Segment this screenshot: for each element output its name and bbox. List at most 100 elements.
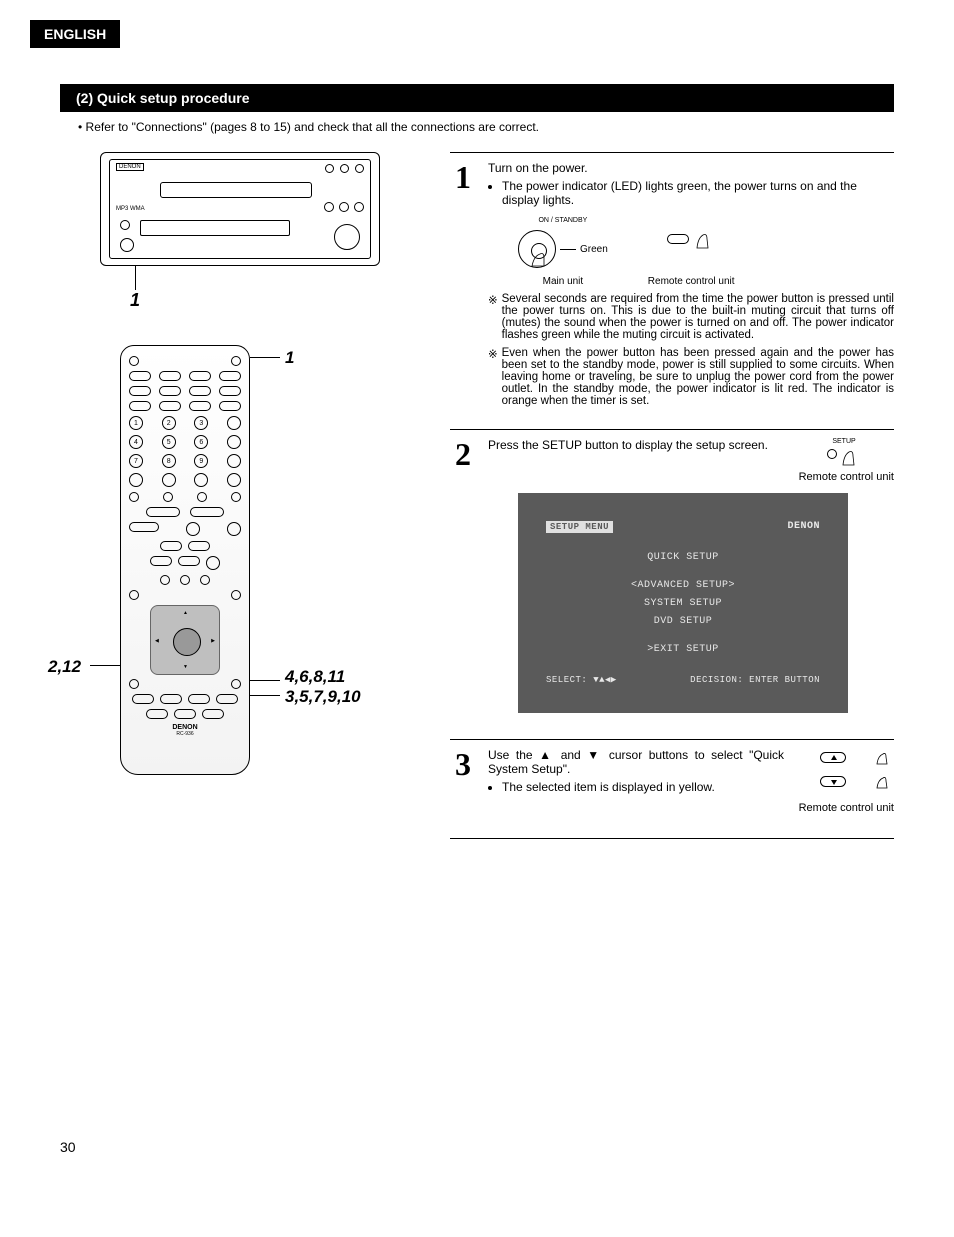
- cursor-down-icon: [820, 776, 846, 787]
- screen-footer-left: SELECT: ▼▲◀▶: [546, 675, 617, 685]
- step-number: 2: [450, 438, 476, 723]
- remote-led-icon: [129, 356, 139, 366]
- setup-screen: SETUP MENU DENON QUICK SETUP <ADVANCED S…: [518, 493, 848, 713]
- remote-play-icon: [129, 522, 159, 532]
- step-number: 3: [450, 748, 476, 822]
- remote-button-icon: [216, 694, 238, 704]
- remote-button-icon: [129, 473, 143, 487]
- screen-menu-item: SYSTEM SETUP: [546, 595, 820, 613]
- remote-minus-icon: [206, 556, 220, 570]
- remote-button-icon: [146, 709, 168, 719]
- remote-button-icon: [159, 386, 181, 396]
- remote-button-icon: [160, 694, 182, 704]
- hand-icon: [530, 248, 560, 268]
- remote-numpad-icon: 8: [162, 454, 176, 468]
- main-unit-illustration: DENON MP3 WMA: [100, 152, 380, 266]
- step-lead: Use the ▲ and ▼ cursor buttons to select…: [488, 748, 784, 776]
- remote-setup-icon: [129, 590, 139, 600]
- pointer-line: [560, 249, 576, 250]
- right-column: 1 Turn on the power. The power indicator…: [450, 152, 894, 839]
- screen-menu-item: QUICK SETUP: [546, 549, 820, 567]
- remote-caption: Remote control unit: [648, 276, 735, 287]
- remote-callout-1: 1: [285, 348, 294, 368]
- step-2: 2 Press the SETUP button to display the …: [450, 429, 894, 739]
- setup-button-icon: [827, 449, 837, 459]
- screen-brand: DENON: [787, 521, 820, 533]
- remote-caption: Remote control unit: [488, 802, 894, 814]
- dpad-up-icon: ▲: [183, 610, 188, 616]
- intro-bullet: • Refer to "Connections" (pages 8 to 15)…: [78, 120, 894, 134]
- step-lead: Press the SETUP button to display the se…: [488, 438, 784, 452]
- callout-line: [135, 266, 136, 290]
- left-column: DENON MP3 WMA: [60, 152, 420, 839]
- dpad-enter-label: ENTER: [176, 636, 193, 642]
- main-unit-caption: Main unit: [518, 276, 608, 287]
- step-1: 1 Turn on the power. The power indicator…: [450, 152, 894, 429]
- remote-button-icon: [174, 709, 196, 719]
- language-tab: ENGLISH: [30, 20, 120, 48]
- unit-format-label: MP3 WMA: [116, 206, 145, 212]
- screen-title: SETUP MENU: [546, 521, 613, 533]
- unit-power-button-icon: [120, 238, 134, 252]
- remote-button-icon: [188, 694, 210, 704]
- intro-text: Refer to "Connections" (pages 8 to 15) a…: [86, 120, 539, 134]
- remote-illustration: 123 456 789 ENTER ▲ ▼ ◀: [60, 345, 420, 775]
- remote-numpad-icon: 4: [129, 435, 143, 449]
- remote-numpad-icon: 1: [129, 416, 143, 430]
- hand-icon: [839, 445, 861, 467]
- step-bullet: The power indicator (LED) lights green, …: [502, 179, 894, 207]
- callout-line: [90, 665, 120, 666]
- unit-callout-number: 1: [130, 290, 420, 311]
- note-symbol-icon: ※: [488, 347, 498, 407]
- unit-display: [160, 182, 312, 198]
- remote-button-icon: [129, 371, 151, 381]
- remote-button-icon: [189, 371, 211, 381]
- remote-numpad-icon: 7: [129, 454, 143, 468]
- step-lead: Turn on the power.: [488, 161, 894, 175]
- cursor-up-icon: [820, 752, 846, 763]
- remote-button-icon: [231, 590, 241, 600]
- screen-menu-item: <ADVANCED SETUP>: [546, 577, 820, 595]
- step-note: ※ Several seconds are required from the …: [488, 293, 894, 341]
- note-text: Several seconds are required from the ti…: [502, 293, 894, 341]
- remote-brand: DENON: [129, 724, 241, 731]
- remote-button-icon: [178, 556, 200, 566]
- remote-button-icon: [197, 492, 207, 502]
- remote-button-icon: [159, 371, 181, 381]
- remote-button-icon: [202, 709, 224, 719]
- unit-button-icon: [339, 202, 349, 212]
- remote-stop-icon: [186, 522, 200, 536]
- note-text: Even when the power button has been pres…: [502, 347, 894, 407]
- remote-numpad-icon: 6: [194, 435, 208, 449]
- remote-model: RC-936: [129, 731, 241, 737]
- callout-line: [250, 695, 280, 696]
- remote-button-icon: [160, 575, 170, 585]
- step-number: 1: [450, 161, 476, 413]
- remote-button-icon: [219, 401, 241, 411]
- remote-vol-down-icon: [227, 454, 241, 468]
- green-label: Green: [580, 244, 608, 255]
- on-standby-label: ON / STANDBY: [518, 217, 608, 224]
- section-title: (2) Quick setup procedure: [60, 84, 894, 112]
- remote-button-icon: [163, 492, 173, 502]
- remote-vol-icon: [227, 435, 241, 449]
- remote-numpad-icon: 5: [162, 435, 176, 449]
- remote-skip-icon: [188, 541, 210, 551]
- remote-callout-left: 2,12: [48, 657, 81, 677]
- step-note: ※ Even when the power button has been pr…: [488, 347, 894, 407]
- setup-button-label: SETUP: [794, 438, 894, 445]
- remote-button-icon: [132, 694, 154, 704]
- remote-button-icon: [189, 386, 211, 396]
- unit-button-icon: [324, 202, 334, 212]
- remote-numpad-icon: 3: [194, 416, 208, 430]
- remote-scan-icon: [190, 507, 224, 517]
- remote-button-icon: [162, 473, 176, 487]
- remote-button-icon: [129, 679, 139, 689]
- remote-button-icon: [150, 556, 172, 566]
- remote-button-icon: [194, 473, 208, 487]
- remote-power-icon: [231, 356, 241, 366]
- setup-button-illustration: SETUP: [794, 438, 894, 467]
- remote-callout-right-lower: 3,5,7,9,10: [285, 687, 361, 707]
- unit-button-icon: [354, 202, 364, 212]
- note-symbol-icon: ※: [488, 293, 498, 341]
